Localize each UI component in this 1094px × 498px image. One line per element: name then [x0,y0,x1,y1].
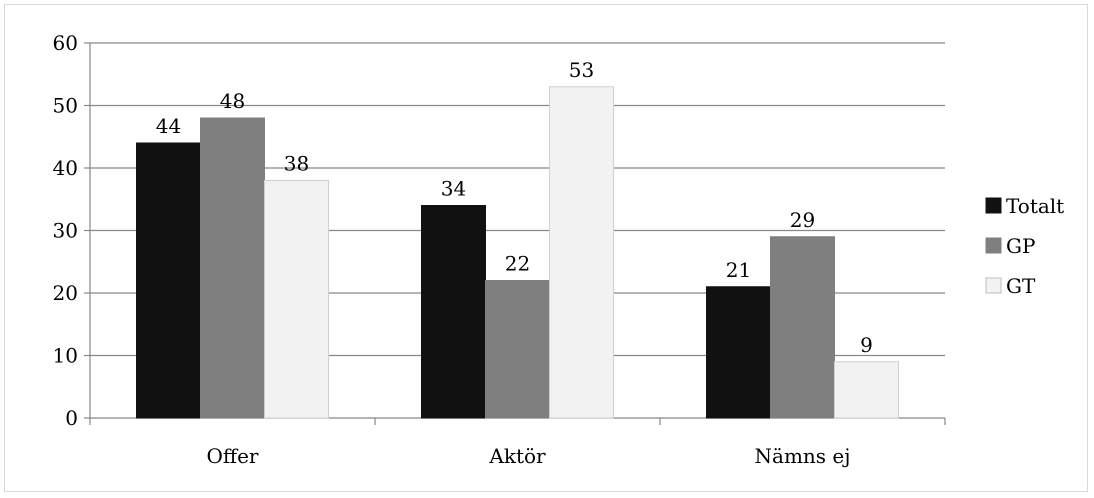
bar-totalt-2 [706,286,771,419]
y-tick-label: 20 [53,281,78,305]
data-label: 48 [220,89,245,113]
data-label: 9 [860,333,873,357]
legend-swatch-gt [985,277,1002,294]
legend-swatch-gp [985,237,1002,254]
legend-label-gt: GT [1006,274,1036,298]
bar-gt-1 [549,86,614,419]
data-labels: 44 48 38 34 22 53 21 29 9 [156,58,873,357]
bar-gp-2 [770,236,835,419]
bar-gp-1 [485,280,550,419]
y-tick-label: 0 [65,406,78,430]
bar-totalt-1 [421,205,486,419]
bar-gp-0 [200,117,265,419]
bars [136,86,899,419]
bar-gt-0 [264,180,329,419]
y-tick-label: 60 [53,31,78,55]
y-tick-label: 30 [53,219,78,243]
legend-swatch-totalt [985,197,1002,214]
y-tick-label: 10 [53,344,78,368]
x-tick-label: Offer [206,444,258,468]
data-label: 22 [505,252,530,276]
legend-label-gp: GP [1006,234,1035,258]
data-label: 34 [441,177,466,201]
y-tick-label: 50 [53,94,78,118]
x-tick-label: Nämns ej [755,444,851,468]
x-tick-label: Aktör [488,444,546,468]
data-label: 29 [790,208,815,232]
y-tick-label: 40 [53,156,78,180]
data-label: 53 [569,58,594,82]
tick-labels: 0 10 20 30 40 50 60 Offer Aktör Nämns ej [53,31,851,468]
bar-totalt-0 [136,142,201,419]
data-label: 21 [726,258,751,282]
data-label: 44 [156,114,181,138]
data-label: 38 [284,152,309,176]
legend-label-totalt: Totalt [1006,194,1064,218]
legend: Totalt GP GT [985,194,1064,298]
bar-gt-2 [834,361,899,419]
